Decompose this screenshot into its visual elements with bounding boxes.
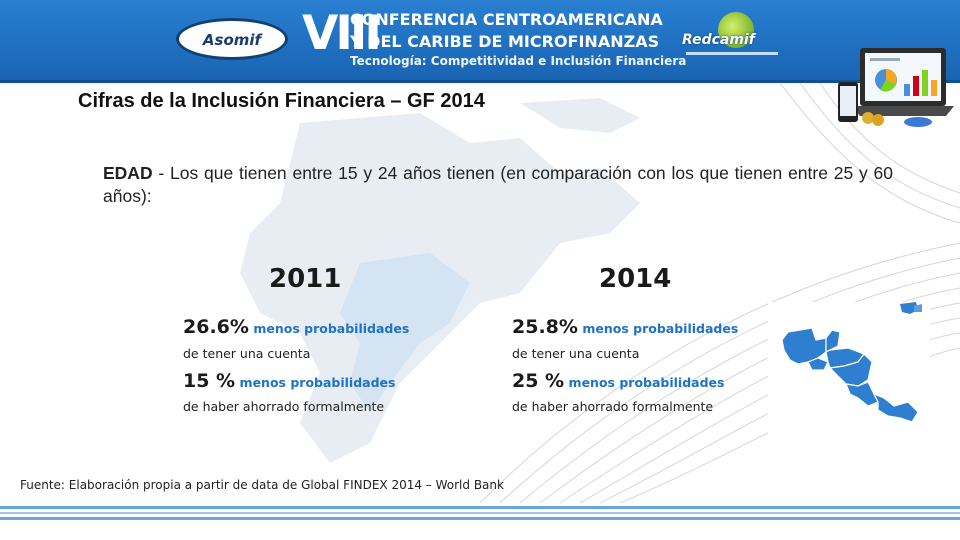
stat-value: 15 % — [183, 370, 236, 392]
conference-subtitle: Tecnología: Competitividad e Inclusión F… — [350, 54, 687, 68]
source-citation: Fuente: Elaboración propia a partir de d… — [20, 478, 504, 492]
footer-rule-bottom — [0, 517, 960, 520]
year-2011-heading: 2011 — [269, 264, 342, 294]
stat-2011-savings: 15 % menos probabilidades — [183, 370, 395, 392]
edad-paragraph: EDAD - Los que tienen entre 15 y 24 años… — [103, 162, 893, 208]
header-banner — [0, 0, 960, 80]
slide-title: Cifras de la Inclusión Financiera – GF 2… — [78, 90, 485, 112]
central-america-map — [768, 302, 930, 438]
footer-rule-top — [0, 506, 960, 509]
stat-2011-account: 26.6% menos probabilidades — [183, 316, 409, 338]
conference-title-line2: Y DEL CARIBE DE MICROFINANZAS — [350, 32, 660, 51]
stat-2014-savings-sub: de haber ahorrado formalmente — [512, 399, 714, 414]
header-divider — [0, 80, 960, 83]
stat-value: 25 % — [512, 370, 565, 392]
conference-title-line1: CONFERENCIA CENTROAMERICANA — [350, 10, 663, 29]
stat-value: 25.8% — [512, 316, 578, 338]
stat-label: menos probabilidades — [253, 321, 410, 336]
stat-label: menos probabilidades — [239, 375, 396, 390]
year-2014-heading: 2014 — [599, 264, 672, 294]
stat-value: 26.6% — [183, 316, 249, 338]
stat-2014-account: 25.8% menos probabilidades — [512, 316, 738, 338]
footer-rule-middle — [0, 512, 960, 514]
redcamif-tagline-bar — [686, 52, 778, 55]
stat-2014-account-sub: de tener una cuenta — [512, 346, 640, 361]
edad-text: - Los que tienen entre 15 y 24 años tien… — [103, 163, 893, 206]
edad-label: EDAD — [103, 163, 153, 183]
stat-2014-savings: 25 % menos probabilidades — [512, 370, 724, 392]
conference-number: VIII — [302, 6, 382, 61]
stat-label: menos probabilidades — [568, 375, 725, 390]
stat-label: menos probabilidades — [582, 321, 739, 336]
background-map-decoration — [240, 83, 960, 503]
asomif-logo: Asomif — [176, 18, 288, 60]
redcamif-logo: Redcamif — [682, 10, 790, 70]
stat-2011-account-sub: de tener una cuenta — [183, 346, 311, 361]
globe-icon — [718, 12, 754, 48]
asomif-logo-text: Asomif — [202, 31, 262, 49]
redcamif-logo-text: Redcamif — [682, 32, 755, 48]
laptop-chart-illustration — [838, 48, 954, 127]
stat-2011-savings-sub: de haber ahorrado formalmente — [183, 399, 385, 414]
